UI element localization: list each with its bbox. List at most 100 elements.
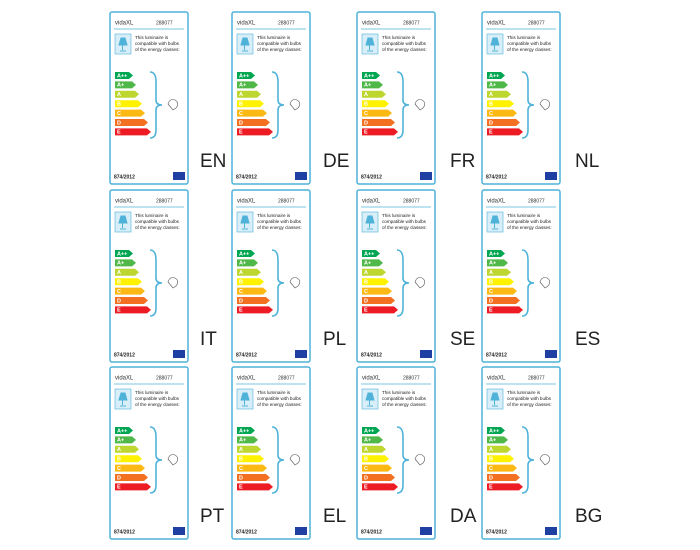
class-letter: A++ (489, 73, 499, 79)
class-letter: B (489, 456, 493, 462)
class-letter: A+ (489, 438, 496, 444)
class-letter: A (239, 270, 243, 276)
class-letter: A++ (239, 428, 249, 434)
class-letter: D (117, 120, 121, 126)
product-code: 288077 (403, 20, 420, 26)
regulation: 874/2012 (236, 529, 257, 535)
class-letter: A++ (117, 251, 127, 257)
label-border (356, 11, 436, 185)
class-arrow (362, 250, 380, 257)
label-border (356, 189, 436, 363)
class-letter: A++ (117, 73, 127, 79)
label-border (109, 11, 189, 185)
regulation: 874/2012 (114, 174, 135, 180)
label-text: This luminaire is (135, 390, 169, 395)
bulb-icon (289, 277, 301, 289)
class-letter: E (364, 485, 368, 491)
class-letter: A++ (364, 428, 374, 434)
class-arrow (487, 268, 511, 276)
bulb-icon (167, 277, 179, 289)
energy-label: vidaXL 288077 This luminaire iscompatible … (231, 189, 311, 363)
label-text: This luminaire is (382, 390, 416, 395)
class-letter: B (117, 101, 121, 107)
language-code: EL (323, 506, 346, 527)
lamp-icon (240, 392, 250, 407)
lamp-icon (118, 392, 128, 407)
class-arrow (362, 436, 383, 444)
class-letter: A++ (364, 73, 374, 79)
class-arrow (115, 483, 151, 491)
brace (271, 71, 285, 139)
brand: vidaXL (362, 376, 381, 382)
class-arrow (487, 483, 523, 491)
lamp-icon (240, 37, 250, 52)
label-text: This luminaire is (257, 390, 291, 395)
class-letter: A++ (364, 251, 374, 257)
label-border (481, 189, 561, 363)
eu-flag (295, 527, 307, 535)
label-border (481, 366, 561, 540)
class-arrow (362, 100, 389, 108)
class-arrow (362, 128, 398, 136)
class-letter: C (117, 111, 121, 117)
class-arrow (115, 455, 142, 463)
product-code: 288077 (403, 375, 420, 381)
class-arrow (487, 81, 508, 89)
class-letter: E (489, 308, 493, 314)
class-arrow (362, 464, 392, 472)
brand: vidaXL (487, 21, 506, 27)
energy-label: vidaXL 288077 This luminaire iscompatible … (109, 189, 189, 363)
bulb-icon (414, 454, 426, 466)
class-letter: C (489, 111, 493, 117)
lamp-icon (490, 392, 500, 407)
language-code: DA (450, 506, 477, 527)
class-arrow (362, 445, 386, 453)
brand: vidaXL (237, 199, 256, 205)
class-letter: C (489, 289, 493, 295)
label-text: compatible with bulbs (257, 219, 302, 224)
class-arrow (237, 427, 255, 434)
energy-label: vidaXL 288077 This luminaire iscompatible … (481, 11, 561, 185)
class-arrow (362, 474, 395, 481)
class-letter: D (239, 298, 243, 304)
class-arrow (362, 278, 389, 286)
product-code: 288077 (156, 20, 173, 26)
class-arrow (237, 297, 270, 304)
class-arrow (237, 306, 273, 314)
language-code: EN (200, 151, 226, 172)
class-letter: E (239, 308, 243, 314)
class-letter: B (239, 101, 243, 107)
class-arrow (362, 287, 392, 295)
label-text: compatible with bulbs (382, 396, 427, 401)
class-arrow (362, 259, 383, 267)
lamp-icon (240, 215, 250, 230)
product-code: 288077 (156, 375, 173, 381)
label-text: of the energy classes: (507, 402, 552, 407)
regulation: 874/2012 (114, 352, 135, 358)
bulb-icon (539, 99, 551, 111)
brand: vidaXL (362, 199, 381, 205)
brand: vidaXL (115, 376, 134, 382)
label-text: compatible with bulbs (257, 396, 302, 401)
energy-label: vidaXL 288077 This luminaire iscompatible … (356, 366, 436, 540)
class-letter: B (117, 456, 121, 462)
class-letter: A (489, 92, 493, 98)
class-letter: A++ (239, 73, 249, 79)
class-arrow (487, 474, 520, 481)
regulation: 874/2012 (486, 352, 507, 358)
language-code: SE (450, 329, 475, 350)
class-arrow (487, 250, 505, 257)
class-arrow (362, 427, 380, 434)
class-letter: A (117, 447, 121, 453)
class-arrow (115, 268, 139, 276)
class-arrow (115, 72, 133, 79)
class-arrow (362, 119, 395, 126)
class-arrow (362, 483, 398, 491)
eu-flag (545, 527, 557, 535)
class-letter: E (117, 308, 121, 314)
class-arrow (487, 259, 508, 267)
regulation: 874/2012 (486, 174, 507, 180)
class-arrow (237, 119, 270, 126)
class-letter: B (364, 101, 368, 107)
class-arrow (487, 109, 517, 117)
